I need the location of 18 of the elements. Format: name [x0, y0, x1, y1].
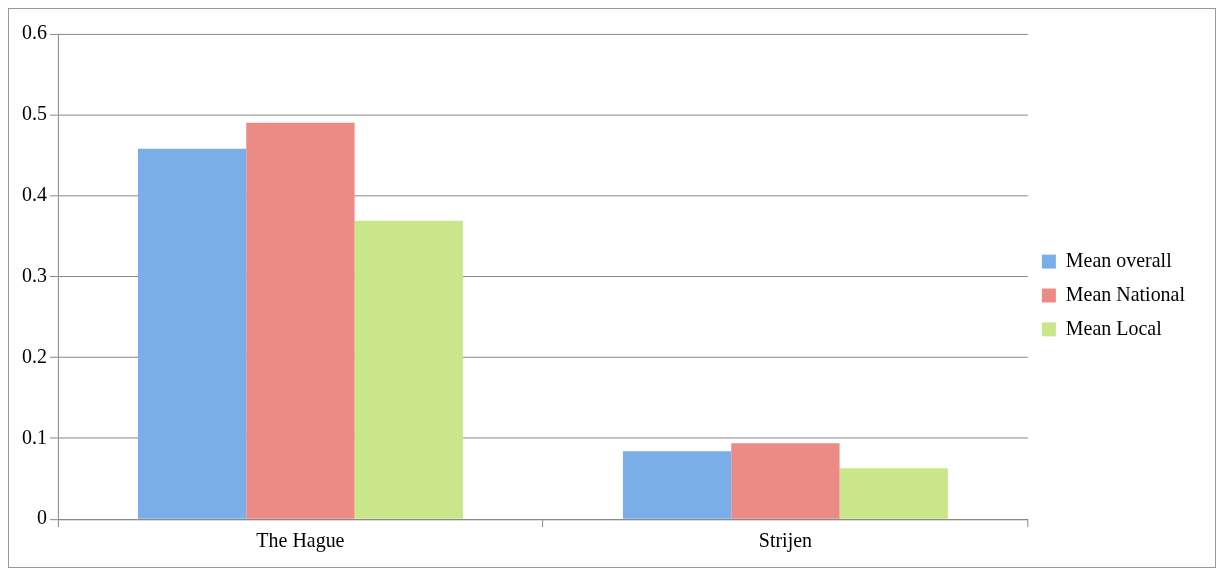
y-tick-label: 0.1 [21, 425, 47, 448]
x-tick-label: The Hague [256, 529, 345, 553]
y-tick-label: 0 [36, 506, 47, 529]
bar [137, 148, 247, 519]
y-tick-label: 0.5 [21, 102, 47, 125]
bar [246, 122, 355, 519]
legend-label: Mean Local [1065, 316, 1163, 339]
legend-label: Mean National [1065, 282, 1186, 305]
y-tick-label: 0.6 [21, 21, 47, 44]
bar [622, 451, 732, 519]
bar [354, 220, 463, 519]
y-tick-label: 0.4 [21, 182, 47, 205]
bar [839, 468, 948, 519]
y-tick-label: 0.2 [21, 344, 47, 367]
legend-label: Mean overall [1065, 248, 1173, 271]
x-tick-label: Strijen [758, 529, 813, 553]
bar [731, 443, 840, 519]
y-tick-label: 0.3 [21, 263, 47, 286]
